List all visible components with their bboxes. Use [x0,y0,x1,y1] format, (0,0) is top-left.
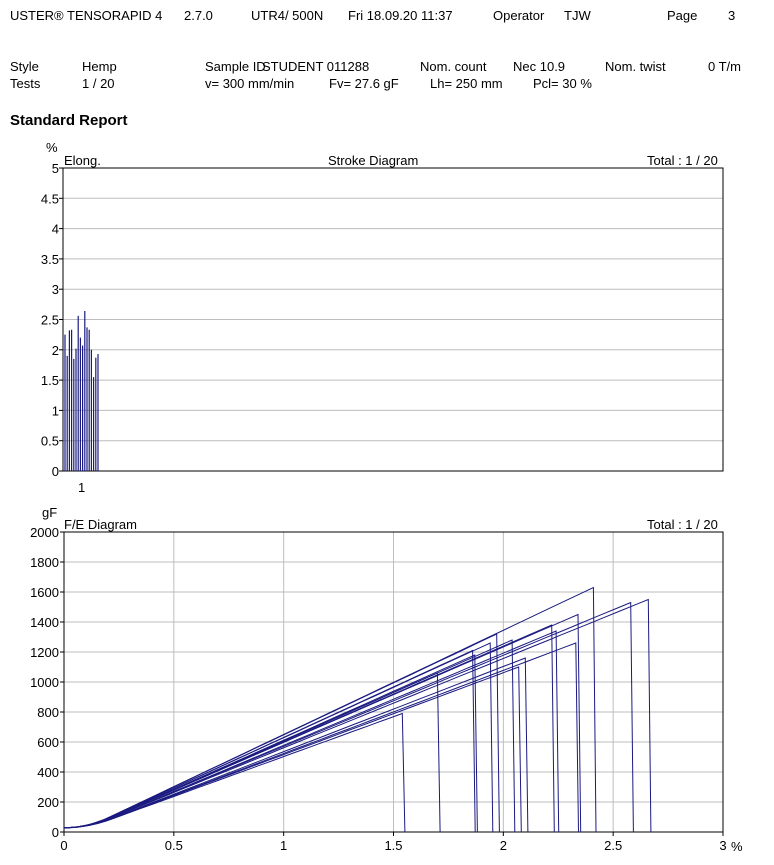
stroke-y-tick-label: 4.5 [41,191,59,206]
fe-y-unit: gF [42,505,58,520]
stroke-y-tick-label: 3.5 [41,252,59,267]
fe-curve [63,642,494,833]
report-title: Standard Report [10,112,128,129]
stroke-y-tick-label: 5 [52,161,59,176]
fe-y-tick-label: 0 [52,825,59,840]
fe-x-tick-label: 1.5 [384,838,402,853]
fe-x-tick-label: 3 [719,838,726,853]
device-name: UTR4/ 500N [251,8,324,23]
operator-label: Operator [493,8,545,23]
stroke-y-tick-label: 2.5 [41,313,59,328]
fe-x-tick-label: 1 [280,838,287,853]
software-version: 2.7.0 [184,8,213,23]
nom-twist-label: Nom. twist [605,59,666,74]
stroke-y-tick-label: 1 [52,403,59,418]
fe-x-tick-label: 2 [500,838,507,853]
fe-y-tick-label: 2000 [30,525,59,540]
nom-twist-value: 0 T/m [708,59,741,74]
nom-count-label: Nom. count [420,59,487,74]
fe-chart-title: F/E Diagram [64,517,137,532]
tests-value: 1 / 20 [82,76,115,91]
fe-y-tick-label: 800 [37,705,59,720]
fe-curve [63,601,634,833]
fe-y-tick-label: 200 [37,795,59,810]
stroke-y-tick-label: 4 [52,222,59,237]
fe-curve [63,586,597,833]
fe-y-tick-label: 1000 [30,675,59,690]
stroke-y-tick-label: 0.5 [41,434,59,449]
stroke-y-tick-label: 2 [52,343,59,358]
stroke-y-label: Elong. [64,153,101,168]
stroke-total: Total : 1 / 20 [647,153,718,168]
test-speed: v= 300 mm/min [205,76,295,91]
fe-curve [63,613,582,833]
page-number: 3 [728,8,736,23]
stroke-chart-title: Stroke Diagram [328,153,419,168]
nom-count-value: Nec 10.9 [513,59,566,74]
style-label: Style [10,59,39,74]
fe-curve [63,639,516,833]
fe-y-tick-label: 600 [37,735,59,750]
sample-id-value: STUDENT 011288 [262,59,370,74]
fe-curve [63,642,579,833]
fe-x-tick-label: 0 [60,838,67,853]
stroke-plot-frame [62,167,724,472]
style-value: Hemp [82,59,117,74]
fe-curve [63,598,652,833]
fe-plot-frame [63,531,724,833]
stroke-y-unit: % [46,140,58,155]
stroke-y-tick-label: 0 [52,464,59,479]
stroke-x-marker: 1 [78,480,86,495]
fe-y-tick-label: 400 [37,765,59,780]
fe-y-tick-label: 1200 [30,645,59,660]
report-datetime: Fri 18.09.20 11:37 [348,8,453,23]
fe-y-tick-label: 1400 [30,615,59,630]
operator-value: TJW [564,8,591,23]
pretension-force: Fv= 27.6 gF [329,76,399,91]
fe-y-tick-label: 1600 [30,585,59,600]
sample-id-label: Sample ID [205,59,266,74]
fe-total: Total : 1 / 20 [647,517,718,532]
page-label: Page [667,8,698,23]
stroke-y-tick-label: 1.5 [41,373,59,388]
fe-y-tick-label: 1800 [30,555,59,570]
stroke-y-tick-label: 3 [52,282,59,297]
fe-x-tick-label: 0.5 [165,838,183,853]
fe-x-tick-label: 2.5 [604,838,622,853]
gauge-length: Lh= 250 mm [430,76,503,91]
fe-x-unit: % [731,839,743,854]
tests-label: Tests [10,76,41,91]
product-name: USTER® TENSORAPID 4 [10,8,163,23]
pcl-value: Pcl= 30 % [533,76,592,91]
